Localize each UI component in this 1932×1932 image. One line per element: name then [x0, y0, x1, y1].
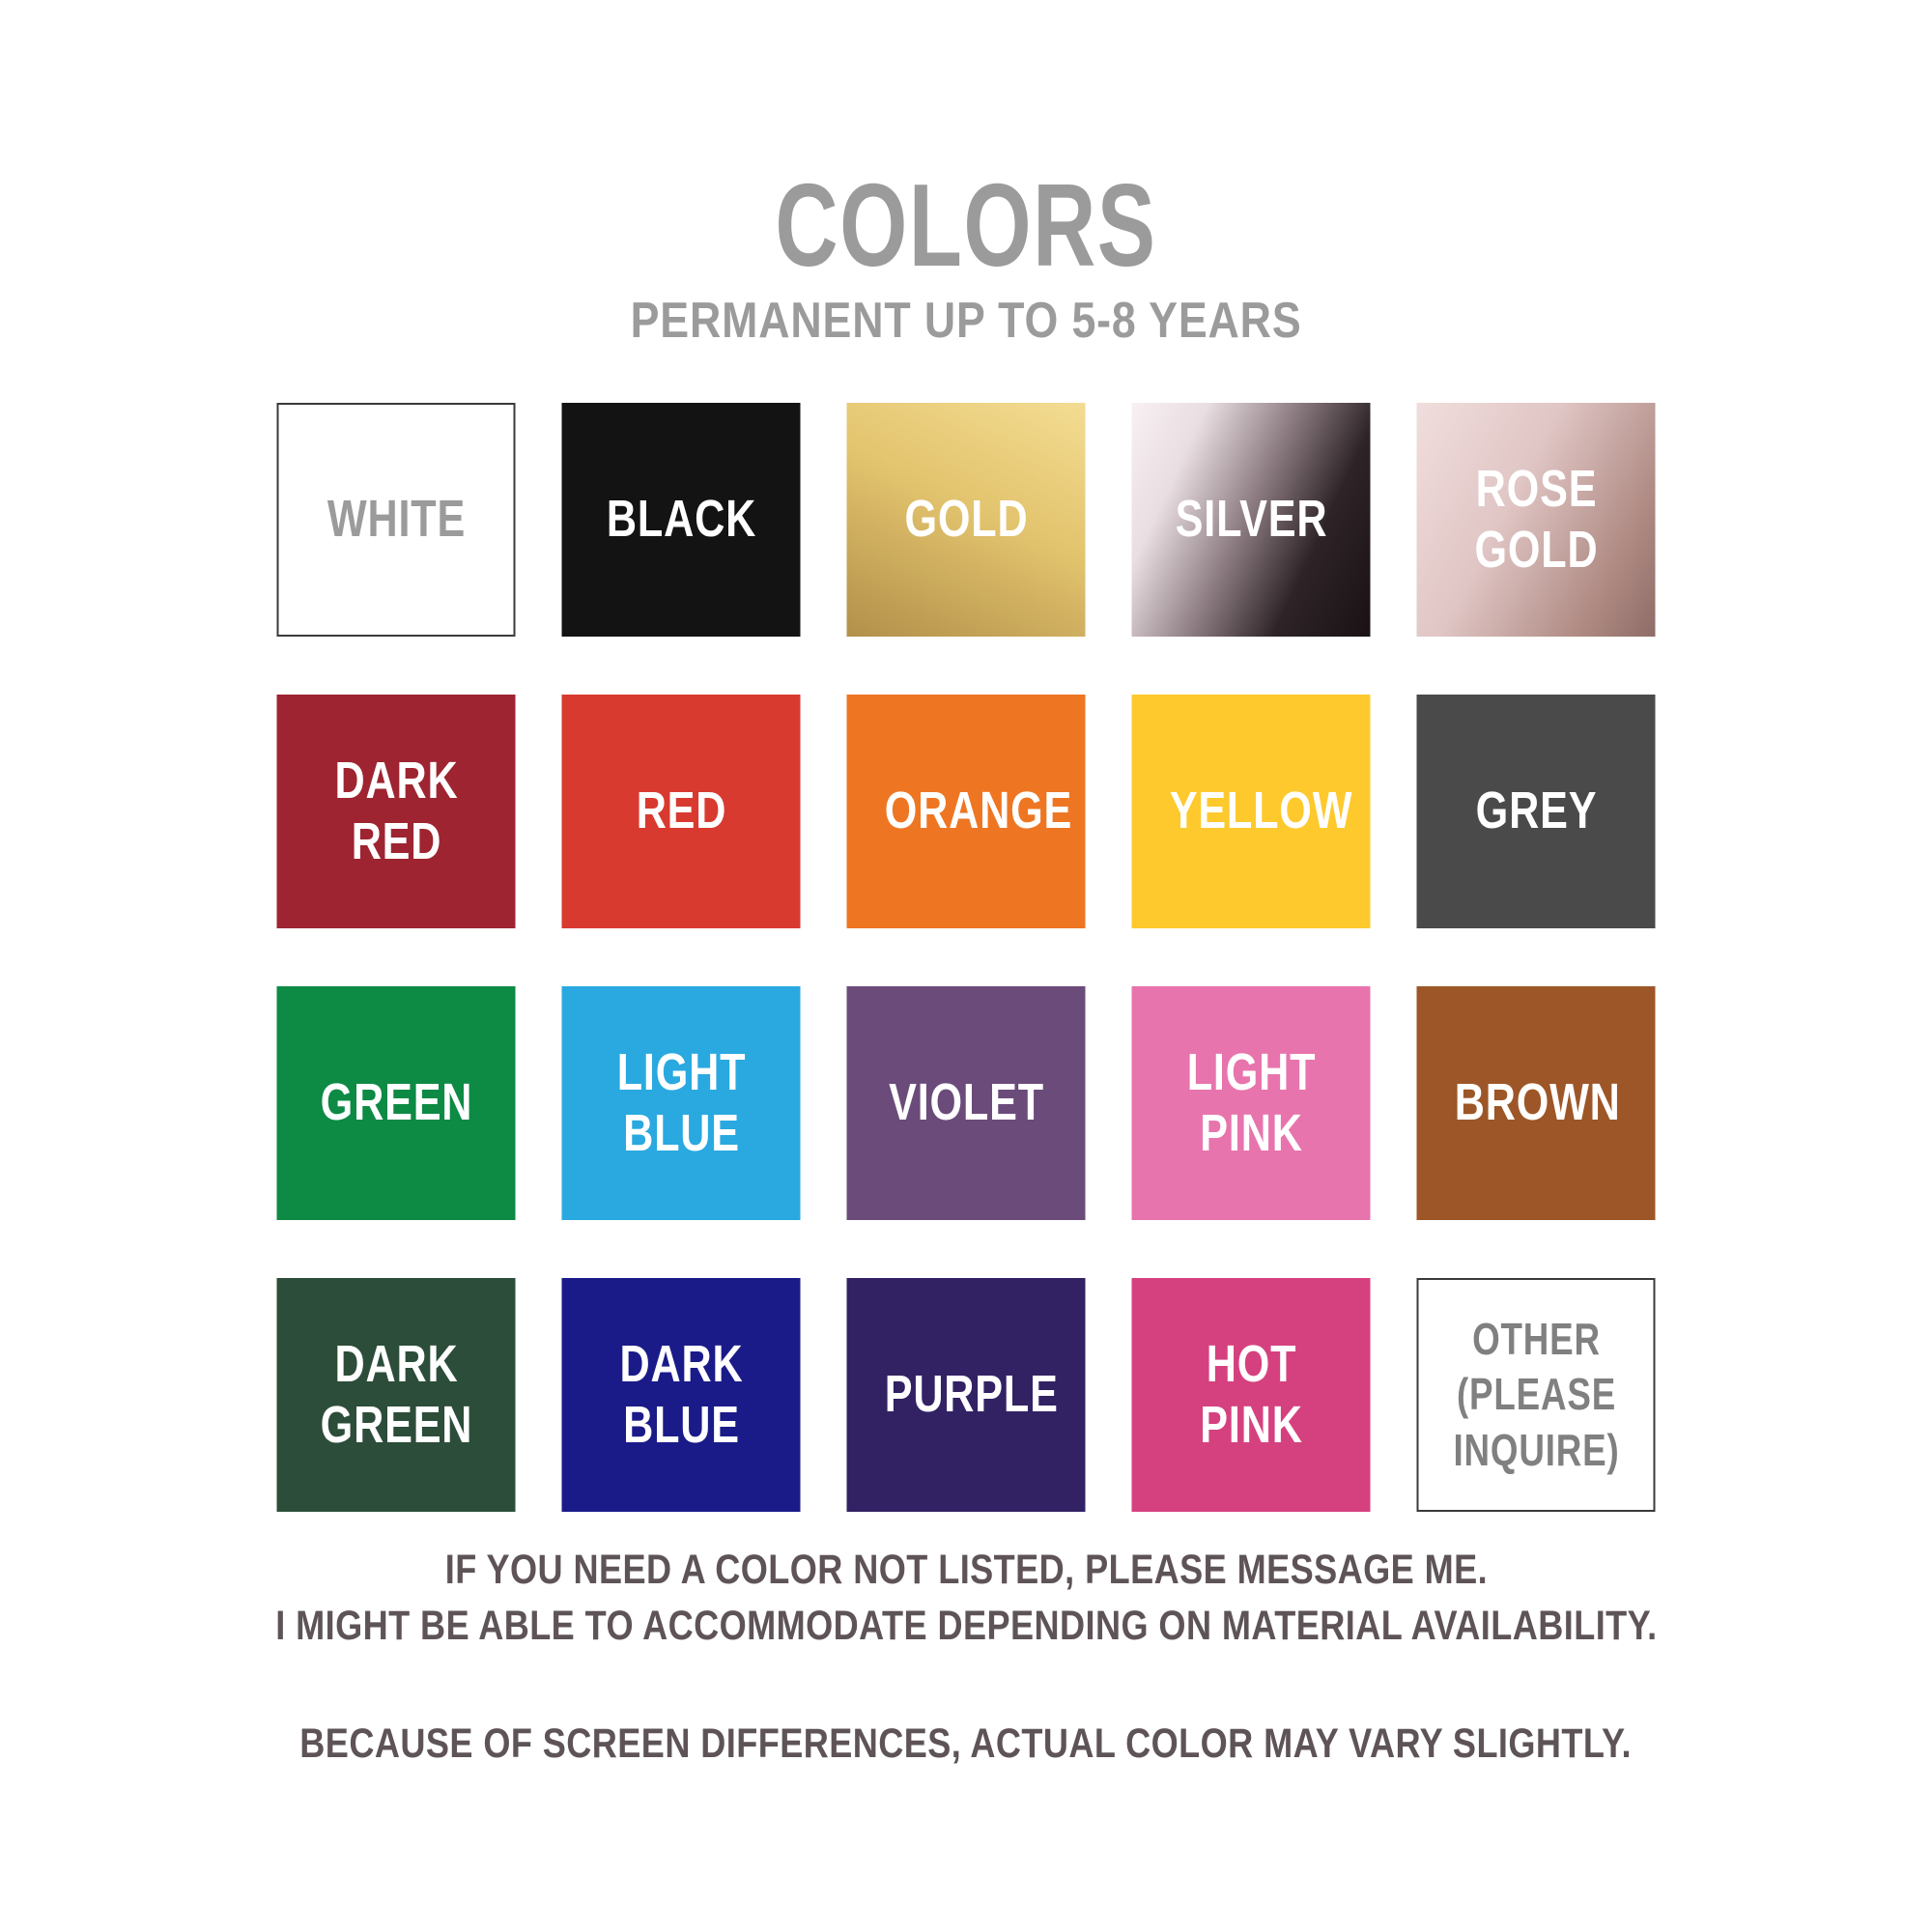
- swatch-dark-blue-label: DARK BLUE: [619, 1334, 743, 1454]
- page-subtitle-text: PERMANENT UP TO 5-8 YEARS: [630, 293, 1302, 349]
- swatch-grid: WHITE BLACK GOLD SILVER ROSE GOLD DARK R…: [276, 403, 1656, 1512]
- swatch-light-blue: LIGHT BLUE: [561, 986, 801, 1220]
- swatch-light-pink-label: LIGHT PINK: [1186, 1042, 1316, 1162]
- footer-note-line-3-text: BECAUSE OF SCREEN DIFFERENCES, ACTUAL CO…: [299, 1720, 1633, 1768]
- swatch-orange: ORANGE: [846, 695, 1086, 928]
- swatch-rose-gold-label: ROSE GOLD: [1474, 459, 1598, 579]
- swatch-hot-pink-label: HOT PINK: [1199, 1334, 1303, 1454]
- swatch-dark-red-label: DARK RED: [334, 751, 458, 870]
- swatch-green-label: GREEN: [320, 1073, 472, 1132]
- swatch-other-label: OTHER (PLEASE INQUIRE): [1453, 1313, 1619, 1475]
- swatch-yellow: YELLOW: [1131, 695, 1371, 928]
- swatch-orange-label: ORANGE: [884, 781, 1072, 840]
- swatch-grey-label: GREY: [1475, 781, 1597, 840]
- footer-note-line: BECAUSE OF SCREEN DIFFERENCES, ACTUAL CO…: [0, 1716, 1932, 1772]
- swatch-grey: GREY: [1416, 695, 1656, 928]
- swatch-black-label: BLACK: [606, 490, 756, 549]
- footer-note-line: I MIGHT BE ABLE TO ACCOMMODATE DEPENDING…: [0, 1598, 1932, 1654]
- swatch-silver: SILVER: [1131, 403, 1371, 637]
- swatch-gold-label: GOLD: [904, 490, 1028, 549]
- swatch-light-pink: LIGHT PINK: [1131, 986, 1371, 1220]
- page-subtitle: PERMANENT UP TO 5-8 YEARS: [0, 296, 1932, 346]
- swatch-white-label: WHITE: [327, 490, 466, 549]
- footer-notes: IF YOU NEED A COLOR NOT LISTED, PLEASE M…: [0, 1542, 1932, 1772]
- swatch-other: OTHER (PLEASE INQUIRE): [1416, 1278, 1656, 1512]
- page-title: COLORS: [775, 159, 1157, 291]
- swatch-silver-label: SILVER: [1175, 490, 1327, 549]
- swatch-purple-label: PURPLE: [884, 1365, 1059, 1424]
- swatch-dark-blue: DARK BLUE: [561, 1278, 801, 1512]
- swatch-rose-gold: ROSE GOLD: [1416, 403, 1656, 637]
- footer-note-line: IF YOU NEED A COLOR NOT LISTED, PLEASE M…: [0, 1542, 1932, 1598]
- swatch-brown-label: BROWN: [1454, 1073, 1621, 1132]
- swatch-red-label: RED: [636, 781, 726, 840]
- swatch-yellow-label: YELLOW: [1169, 781, 1352, 840]
- swatch-red: RED: [561, 695, 801, 928]
- footer-note-line-2-text: I MIGHT BE ABLE TO ACCOMMODATE DEPENDING…: [274, 1603, 1658, 1650]
- swatch-dark-green-label: DARK GREEN: [320, 1334, 472, 1454]
- footer-note-line-1-text: IF YOU NEED A COLOR NOT LISTED, PLEASE M…: [444, 1547, 1488, 1593]
- swatch-light-blue-label: LIGHT BLUE: [616, 1042, 746, 1162]
- swatch-black: BLACK: [561, 403, 801, 637]
- swatch-violet: VIOLET: [846, 986, 1086, 1220]
- swatch-brown: BROWN: [1416, 986, 1656, 1220]
- swatch-white: WHITE: [276, 403, 516, 637]
- chart-header: COLORS PERMANENT UP TO 5-8 YEARS: [0, 166, 1932, 346]
- swatch-violet-label: VIOLET: [888, 1073, 1044, 1132]
- swatch-dark-red: DARK RED: [276, 695, 516, 928]
- swatch-purple: PURPLE: [846, 1278, 1086, 1512]
- swatch-gold: GOLD: [846, 403, 1086, 637]
- swatch-dark-green: DARK GREEN: [276, 1278, 516, 1512]
- swatch-green: GREEN: [276, 986, 516, 1220]
- swatch-hot-pink: HOT PINK: [1131, 1278, 1371, 1512]
